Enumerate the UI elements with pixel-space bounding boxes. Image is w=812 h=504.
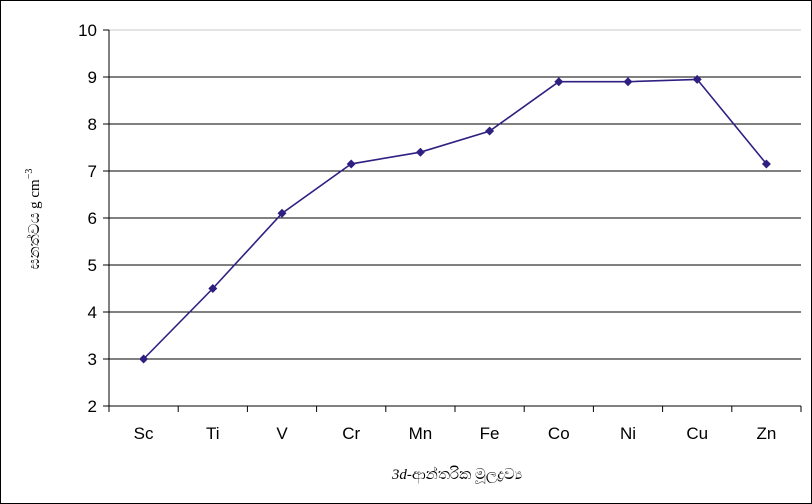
data-point-V (277, 208, 287, 218)
y-tick-label-7: 7 (88, 162, 97, 181)
data-point-Sc (139, 354, 149, 364)
x-axis-title-prefix: 3d (391, 467, 408, 483)
gridlines (109, 29, 801, 360)
data-point-Zn (761, 159, 771, 169)
data-markers (139, 74, 771, 364)
axes (103, 29, 802, 412)
x-tick-labels: Sc Ti V Cr Mn Fe Co Ni Cu Zn (134, 424, 777, 443)
x-axis-title: 3d-ආන්තරික මූලද්‍රව්‍ය (391, 465, 522, 484)
x-tick-label-Zn: Zn (756, 424, 776, 443)
x-tick-label-V: V (276, 424, 288, 443)
y-tick-label-3: 3 (88, 350, 97, 369)
data-point-Ti (208, 284, 218, 293)
y-tick-label-5: 5 (88, 256, 97, 275)
x-tick-label-Ti: Ti (206, 424, 220, 443)
data-point-Fe (485, 126, 495, 136)
y-tick-label-4: 4 (88, 303, 97, 322)
series-line-path (143, 78, 768, 360)
y-tick-label-8: 8 (88, 115, 97, 134)
y-tick-label-2: 2 (88, 397, 97, 416)
y-axis-title: ඝනත්වය g cm−3 (24, 169, 43, 270)
y-tick-label-10: 10 (78, 21, 97, 40)
series-line (143, 78, 768, 360)
x-axis-title-rest: -ආන්තරික මූලද්‍රව්‍ය (407, 465, 522, 484)
x-tick-label-Mn: Mn (409, 424, 433, 443)
data-point-Cr (346, 159, 356, 169)
x-tick-label-Cu: Cu (686, 424, 708, 443)
y-tick-labels: 2 3 4 5 6 7 8 9 10 (78, 21, 97, 416)
x-tick-label-Fe: Fe (480, 424, 500, 443)
data-point-Ni (623, 77, 633, 87)
y-axis-title-sup: −3 (24, 169, 35, 180)
data-point-Cu (692, 74, 702, 84)
data-point-Co (554, 77, 564, 87)
x-tick-label-Ni: Ni (620, 424, 636, 443)
x-tick-label-Cr: Cr (342, 424, 360, 443)
data-point-Mn (415, 147, 425, 157)
x-tick-label-Co: Co (548, 424, 570, 443)
y-axis-title-main: ඝනත්වය g cm (25, 179, 43, 269)
y-tick-label-9: 9 (88, 68, 97, 87)
x-tick-label-Sc: Sc (134, 424, 154, 443)
y-tick-label-6: 6 (88, 209, 97, 228)
